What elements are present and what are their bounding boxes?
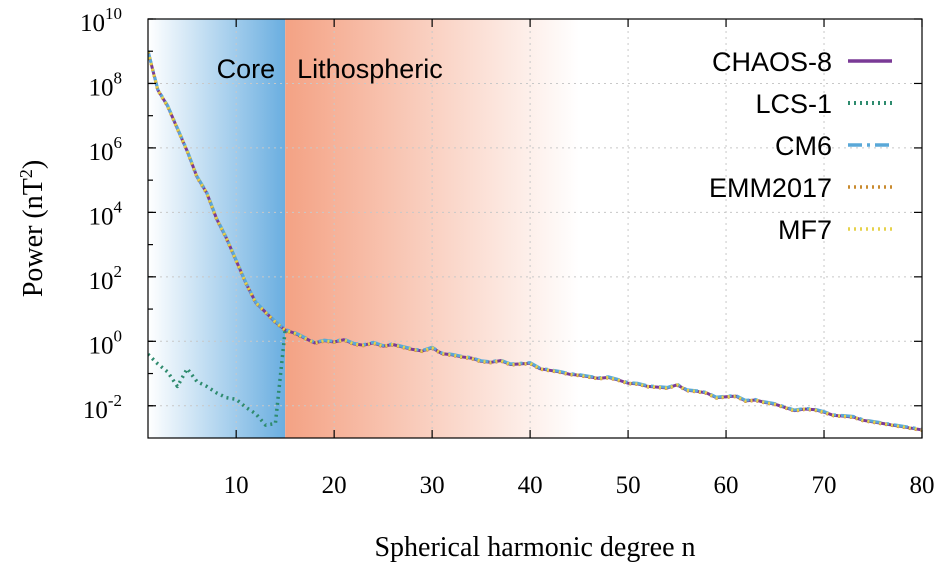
x-tick-label: 40 [518,472,543,499]
x-tick-label: 10 [224,472,249,499]
region-label-core: Core [217,54,276,84]
x-axis-title: Spherical harmonic degree n [374,532,695,563]
y-axis-title: Power (nT2) [16,160,49,297]
legend-label-chaos-8: CHAOS-8 [712,47,832,77]
x-tick-label: 30 [420,472,445,499]
y-axis-title-sup: 2 [16,169,36,178]
y-tick-label: 104 [89,197,123,230]
y-tick-label: 10-2 [83,391,122,424]
ticks-layer: 10 20 30 40 50 60 70 80 1010 108 106 104 102 100 10-2 [80,4,935,499]
series-layer [148,50,922,432]
region-core [148,19,286,438]
legend-label-emm2017: EMM2017 [709,173,832,203]
legend-label-lcs-1: LCS-1 [755,89,832,119]
series-line-lcs-1 [148,328,306,427]
y-tick-label: 106 [89,133,123,166]
y-axis-title-end: ) [18,160,49,169]
y-axis-title-main: Power (nT [18,178,49,297]
y-tick-label: 100 [89,326,123,359]
region-label-lithospheric: Lithospheric [297,54,443,84]
x-tick-label: 20 [322,472,347,499]
grid-layer [148,19,922,438]
x-tick-label: 70 [812,472,837,499]
series-line-emm2017 [148,51,922,432]
x-tick-label: 60 [714,472,739,499]
series-line-mf7 [148,50,922,432]
y-tick-label: 1010 [80,4,122,37]
x-tick-label: 50 [616,472,641,499]
legend: CHAOS-8 LCS-1 CM6 EMM2017 MF7 [709,47,892,245]
legend-label-mf7: MF7 [778,215,832,245]
legend-label-cm6: CM6 [775,131,832,161]
plot-frame [147,18,923,439]
x-tick-label: 80 [910,472,935,499]
y-tick-label: 102 [89,262,123,295]
y-tick-label: 108 [89,68,123,101]
